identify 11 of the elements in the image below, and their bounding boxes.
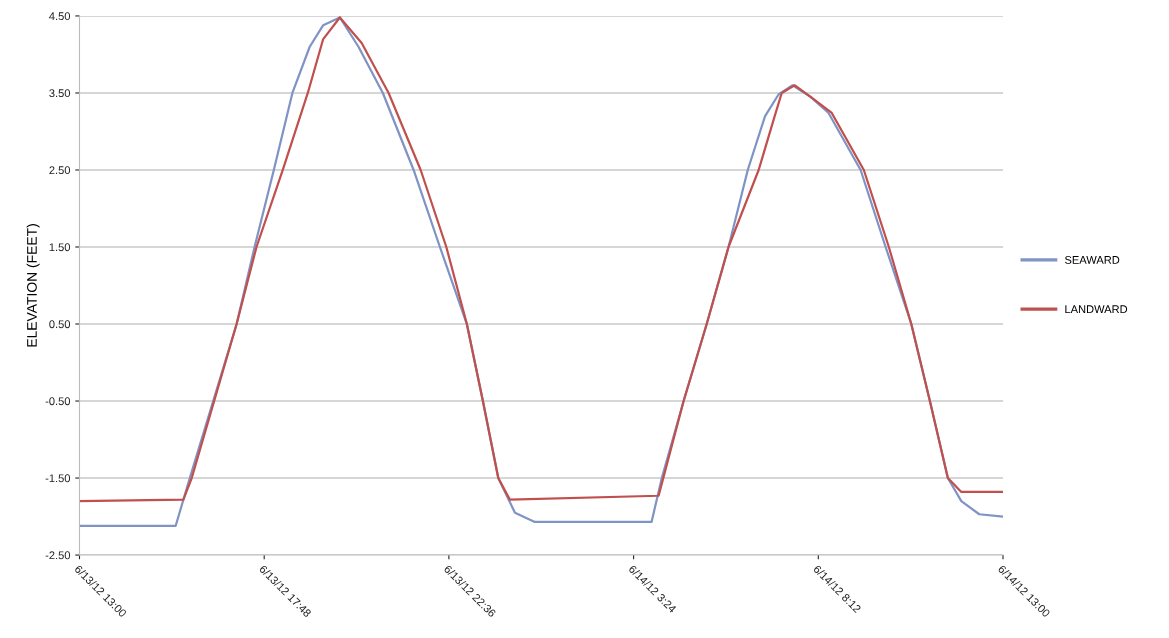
y-tick-label: -0.50 <box>45 397 71 406</box>
y-tick-label: 4.50 <box>49 12 71 21</box>
y-tick-label: 3.50 <box>49 89 71 98</box>
y-tick-label: 0.50 <box>49 320 71 329</box>
legend-label: SEAWARD <box>1064 256 1120 264</box>
y-axis-title: ELEVATION (FEET) <box>26 224 40 347</box>
y-tick-label: -2.50 <box>45 551 71 560</box>
y-tick-label: 1.50 <box>49 243 71 252</box>
y-tick-label: -1.50 <box>45 474 71 483</box>
y-tick-label: 2.50 <box>49 166 71 175</box>
legend-label: LANDWARD <box>1065 305 1128 313</box>
